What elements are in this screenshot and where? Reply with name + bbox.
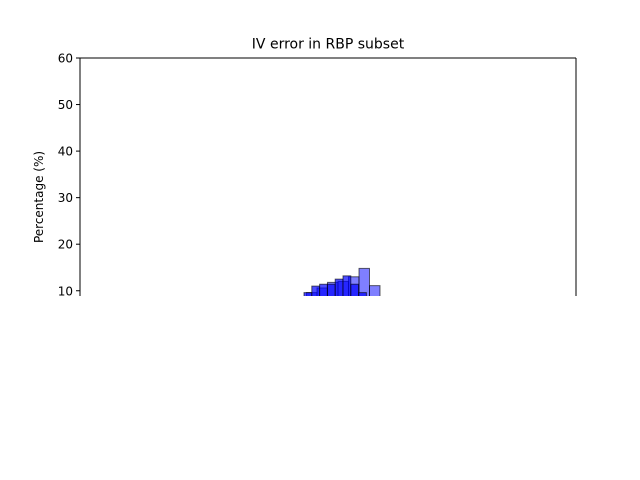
y-tick-label: 30 xyxy=(58,191,73,205)
y-ticks: 10 20 30 40 50 60 xyxy=(58,52,80,298)
histogram-bar xyxy=(358,267,370,296)
histogram-bar xyxy=(319,283,328,296)
bars-group xyxy=(303,267,381,296)
histogram-bar xyxy=(350,283,360,296)
y-tick-label: 20 xyxy=(58,238,73,252)
y-tick-label: 40 xyxy=(58,145,73,159)
y-axis-label: Percentage (%) xyxy=(32,151,46,243)
y-tick-label: 60 xyxy=(58,52,73,66)
histogram-bar xyxy=(303,292,313,296)
histogram-bar xyxy=(306,292,318,296)
y-tick-label: 10 xyxy=(58,284,73,298)
histogram-bar xyxy=(311,285,321,296)
chart-title: IV error in RBP subset xyxy=(252,37,405,53)
histogram-bar xyxy=(326,283,336,296)
histogram-bar xyxy=(358,292,367,296)
histogram-bar xyxy=(342,275,352,296)
y-tick-label: 50 xyxy=(58,98,73,112)
histogram-bar xyxy=(334,278,344,296)
histogram-bar xyxy=(369,285,381,296)
